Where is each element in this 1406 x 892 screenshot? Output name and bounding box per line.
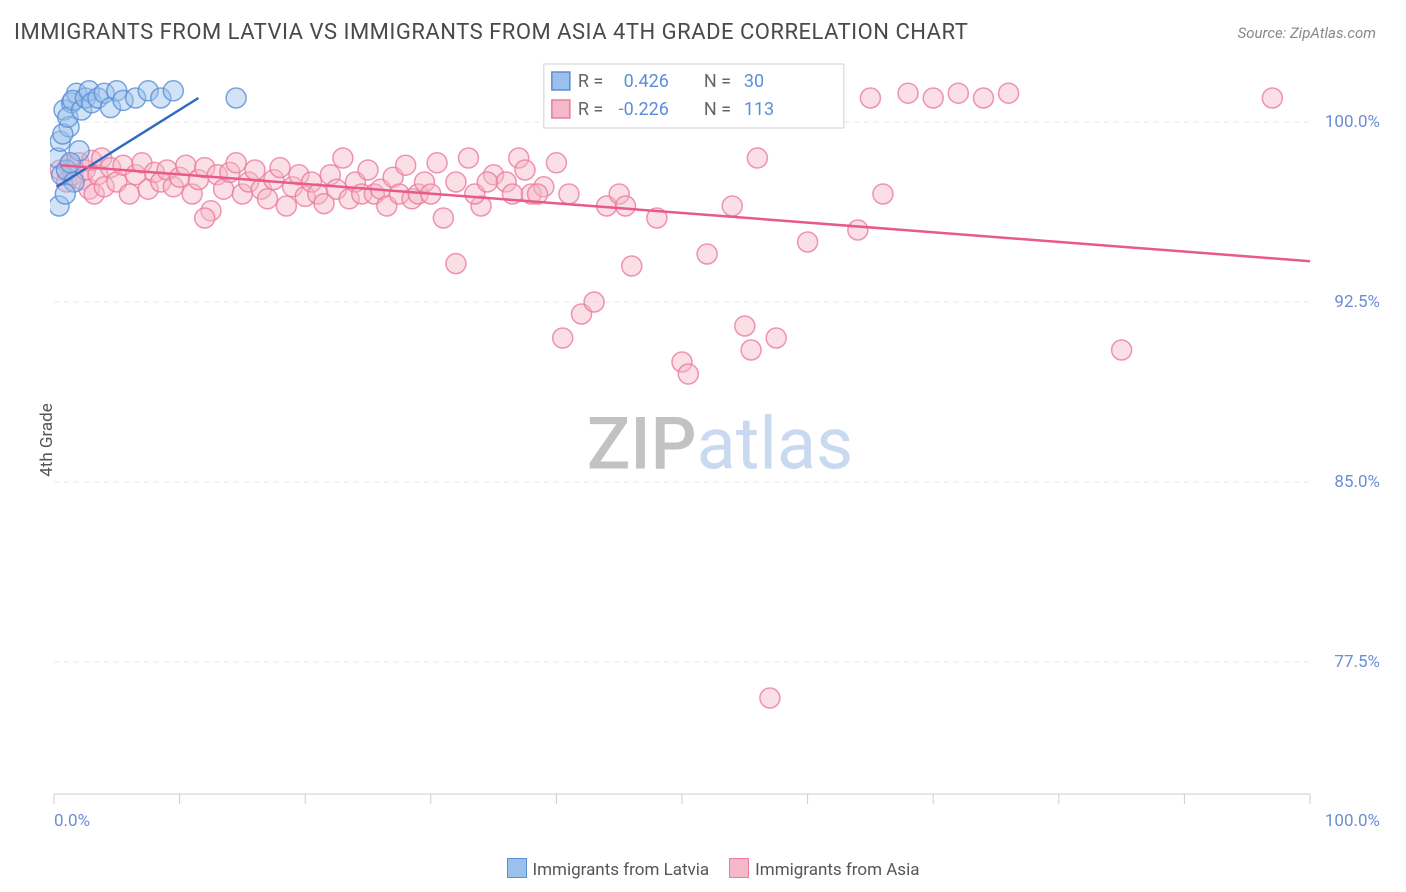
chart-area: 77.5% 85.0% 92.5% 100.0% 0.0% 100.0% R = 0.426 N… — [50, 54, 1390, 834]
data-point — [446, 172, 466, 192]
stats-n-label: N = — [704, 99, 731, 120]
trend-line — [60, 165, 1310, 261]
y-tick-label: 85.0% — [1334, 472, 1380, 492]
data-point — [1262, 88, 1282, 108]
data-point — [119, 184, 139, 204]
data-point — [735, 316, 755, 336]
data-point — [433, 208, 453, 228]
data-point — [766, 328, 786, 348]
data-point — [697, 244, 717, 264]
legend-bottom: Immigrants from Latvia Immigrants from As… — [0, 858, 1406, 880]
source-label: Source: — [1238, 24, 1287, 42]
data-point — [446, 254, 466, 274]
data-point — [226, 88, 246, 108]
data-point — [60, 153, 80, 173]
data-point — [798, 232, 818, 252]
data-point — [276, 196, 296, 216]
data-point — [396, 155, 416, 175]
data-point — [973, 88, 993, 108]
stats-swatch — [552, 72, 570, 90]
legend-label: Immigrants from Latvia — [533, 860, 710, 880]
data-point — [163, 81, 183, 101]
data-point — [873, 184, 893, 204]
legend-swatch — [507, 858, 527, 878]
data-point — [860, 88, 880, 108]
x-tick-label: 100.0% — [1325, 811, 1380, 831]
data-point — [678, 364, 698, 384]
data-point — [333, 148, 353, 168]
data-point — [999, 83, 1019, 103]
data-point — [622, 256, 642, 276]
data-point — [226, 153, 246, 173]
data-point — [948, 83, 968, 103]
data-point — [760, 688, 780, 708]
chart-source: Source: ZipAtlas.com — [1238, 24, 1376, 42]
data-point — [584, 292, 604, 312]
data-point — [898, 83, 918, 103]
chart-svg: 77.5% 85.0% 92.5% 100.0% 0.0% 100.0% R = 0.426 N… — [50, 54, 1390, 834]
data-point — [848, 220, 868, 240]
y-tick-label: 77.5% — [1334, 652, 1380, 672]
data-point — [923, 88, 943, 108]
stats-n-label: N = — [704, 71, 731, 92]
legend-label: Immigrants from Asia — [755, 860, 919, 880]
chart-title: IMMIGRANTS FROM LATVIA VS IMMIGRANTS FRO… — [14, 20, 968, 45]
stats-r-value: 0.426 — [624, 71, 669, 92]
stats-swatch — [552, 100, 570, 118]
y-tick-label: 92.5% — [1334, 292, 1380, 312]
data-point — [270, 158, 290, 178]
data-point — [245, 160, 265, 180]
data-point — [427, 153, 447, 173]
data-point — [741, 340, 761, 360]
data-point — [195, 208, 215, 228]
data-point — [358, 160, 378, 180]
data-point — [747, 148, 767, 168]
stats-n-value: 113 — [744, 99, 774, 120]
data-point — [553, 328, 573, 348]
data-point — [615, 196, 635, 216]
stats-n-value: 30 — [744, 71, 764, 92]
data-point — [458, 148, 478, 168]
stats-r-label: R = — [578, 99, 603, 120]
source-value: ZipAtlas.com — [1290, 24, 1376, 42]
chart-header: IMMIGRANTS FROM LATVIA VS IMMIGRANTS FRO… — [0, 0, 1406, 53]
x-tick-label: 0.0% — [54, 811, 90, 831]
data-point — [722, 196, 742, 216]
stats-r-label: R = — [578, 71, 603, 92]
legend-swatch — [729, 858, 749, 878]
data-point — [477, 172, 497, 192]
data-point — [546, 153, 566, 173]
data-point — [515, 160, 535, 180]
data-point — [559, 184, 579, 204]
data-point — [258, 189, 278, 209]
y-tick-label: 100.0% — [1325, 112, 1380, 132]
stats-r-value: -0.226 — [619, 99, 669, 120]
data-point — [1112, 340, 1132, 360]
